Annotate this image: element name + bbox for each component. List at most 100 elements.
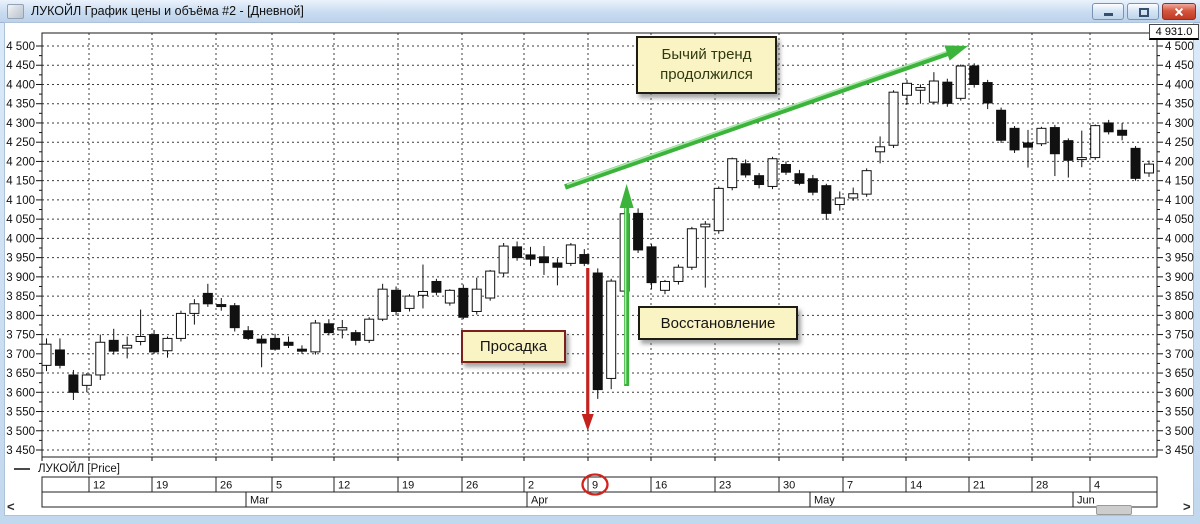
svg-text:4 150: 4 150 [1165,176,1194,188]
scrollbar-thumb[interactable] [1096,505,1132,515]
candle [81,374,92,386]
app-icon [7,3,24,19]
candle [727,158,738,189]
candle [323,323,334,334]
week-label: 9 [592,480,598,492]
candle [996,109,1007,141]
candle [162,337,173,352]
candle [498,245,509,274]
svg-text:4 150: 4 150 [6,176,35,188]
candle [673,266,684,282]
window-controls [1089,3,1196,20]
candle [606,280,617,379]
candle [579,254,590,264]
svg-text:3 700: 3 700 [1165,349,1194,361]
candle [700,223,711,228]
week-label: 12 [93,480,105,492]
candle [807,178,818,193]
annotation-bull-trend[interactable]: Бычий тренд продолжился [636,36,777,94]
svg-text:4 350: 4 350 [1165,99,1194,111]
candle [915,87,926,91]
candle [982,82,993,104]
week-label: 16 [655,480,667,492]
candle [1090,125,1101,159]
svg-text:4 250: 4 250 [6,137,35,149]
candle [229,305,240,329]
candles-layer [41,63,1154,400]
candle [1117,129,1128,136]
candle [243,330,254,339]
svg-text:3 500: 3 500 [1165,426,1194,438]
red-circle-highlight [581,473,609,496]
svg-text:4 350: 4 350 [6,99,35,111]
svg-text:4 250: 4 250 [1165,137,1194,149]
candle [633,212,644,251]
series-line-icon [14,467,30,470]
close-button[interactable] [1162,3,1196,20]
svg-text:4 300: 4 300 [6,118,35,130]
candle [834,197,845,206]
candle [417,290,428,296]
red-arrow-head [581,414,594,431]
week-label: 19 [156,480,168,492]
chart-panel [4,22,1194,516]
candle [552,262,563,268]
candle [525,254,536,260]
candle [135,335,146,342]
candle [592,272,603,391]
svg-text:4 100: 4 100 [6,195,35,207]
week-label: 2 [528,480,534,492]
candle [122,344,133,349]
candle [1022,142,1033,148]
week-label: 14 [910,480,922,492]
candle [485,270,496,299]
minimize-button[interactable] [1092,3,1124,20]
candle [68,374,79,393]
scroll-left-arrow[interactable]: < [7,499,15,514]
candle [754,175,765,186]
svg-text:4 050: 4 050 [6,214,35,226]
scroll-right-arrow[interactable]: > [1183,499,1191,514]
candle [471,288,482,312]
svg-text:4 200: 4 200 [1165,156,1194,168]
titlebar[interactable]: ЛУКОЙЛ График цены и объёма #2 - [Дневно… [0,0,1200,23]
grid-layer [42,33,1157,457]
candle [565,244,576,264]
annotation-drawdown[interactable]: Просадка [461,330,566,363]
week-label: 7 [847,480,853,492]
svg-text:3 500: 3 500 [6,426,35,438]
restore-button[interactable] [1127,3,1159,20]
candle [337,327,348,331]
week-label: 28 [1036,480,1048,492]
candle [875,146,886,153]
candle [1009,127,1020,151]
candle [391,289,402,312]
candle [149,334,160,353]
svg-text:3 700: 3 700 [6,349,35,361]
candle [646,246,657,284]
svg-text:3 450: 3 450 [1165,445,1194,457]
candle [1036,127,1047,145]
candle [888,91,899,146]
svg-text:4 100: 4 100 [1165,195,1194,207]
last-price-box: 4 931.0 [1149,24,1199,40]
month-label: Mar [250,495,269,507]
svg-text:4 050: 4 050 [1165,214,1194,226]
candle [202,292,213,305]
green-trend-arrow [564,49,951,190]
candle [444,289,455,304]
svg-text:4 200: 4 200 [6,156,35,168]
svg-text:3 950: 3 950 [1165,253,1194,265]
month-label: Jun [1077,495,1095,507]
candle [458,287,469,318]
axis-layer: 4 500 4 500 4 450 4 450 4 400 4 400 4 350 4 350… [6,32,1194,461]
svg-text:3 800: 3 800 [1165,310,1194,322]
annotation-recovery[interactable]: Восстановление [638,306,798,340]
svg-text:3 750: 3 750 [6,330,35,342]
window-title: ЛУКОЙЛ График цены и объёма #2 - [Дневно… [31,4,304,18]
minimize-icon [1103,13,1113,16]
svg-text:3 850: 3 850 [6,291,35,303]
candle [740,163,751,176]
candle [767,158,778,187]
